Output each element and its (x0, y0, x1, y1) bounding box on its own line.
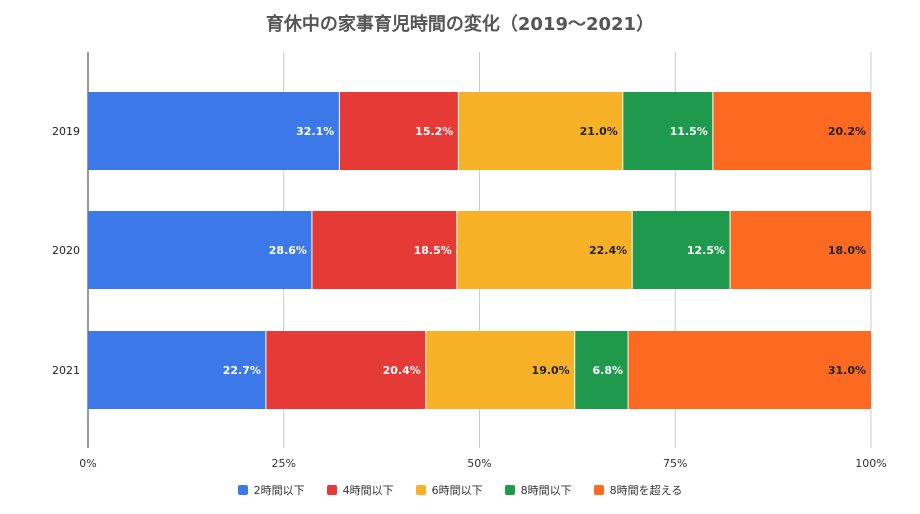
bar-segment (458, 92, 623, 170)
bar-segment (311, 211, 457, 289)
chart-title: 育休中の家事育児時間の変化（2019〜2021） (265, 14, 655, 35)
legend-label: 8時間以下 (520, 484, 572, 497)
bar-segment (628, 331, 871, 409)
legend-item: 6時間以下 (415, 482, 483, 498)
bar-segment (88, 92, 340, 170)
legend-swatch (504, 485, 515, 495)
bar-segment (88, 211, 312, 289)
data-label: 18.0% (828, 244, 866, 257)
data-label: 22.4% (589, 244, 627, 257)
bar-segment (730, 211, 871, 289)
axis-labels: 0% 25% 50% 75% 100% 2019 2020 2021 (52, 125, 887, 470)
bar-segment (712, 92, 871, 170)
data-label: 22.7% (223, 364, 261, 377)
legend-swatch (415, 485, 426, 495)
x-tick-label: 0% (79, 457, 96, 470)
legend-item: 8時間以下 (504, 482, 572, 498)
bar-segment (574, 331, 629, 409)
data-label: 18.5% (414, 244, 452, 257)
data-label: 28.6% (269, 244, 307, 257)
bar-segment (622, 92, 713, 170)
y-category-label: 2020 (52, 244, 80, 257)
legend-item: 4時間以下 (326, 482, 394, 498)
data-label: 32.1% (296, 125, 334, 138)
bar-segment (632, 211, 731, 289)
y-category-label: 2019 (52, 125, 80, 138)
legend-item: 2時間以下 (237, 482, 305, 498)
x-tick-label: 25% (272, 457, 296, 470)
legend-swatch (326, 485, 337, 495)
bar-segment (456, 211, 633, 289)
data-label: 6.8% (593, 364, 624, 377)
legend-swatch (593, 485, 604, 495)
data-label: 11.5% (670, 125, 708, 138)
legend-item: 8時間を超える (593, 482, 683, 498)
data-label: 31.0% (828, 364, 866, 377)
data-label: 15.2% (415, 125, 453, 138)
data-label: 20.4% (383, 364, 421, 377)
x-tick-label: 50% (467, 457, 491, 470)
bar-segment (265, 331, 426, 409)
data-label: 20.2% (828, 125, 866, 138)
legend-label: 4時間以下 (342, 484, 394, 497)
bar-series (88, 92, 871, 409)
data-labels: 32.1% 15.2% 21.0% 11.5% 20.2% 28.6% 18.5% 22.4%… (223, 125, 866, 377)
bar-segment (339, 92, 459, 170)
x-tick-label: 75% (663, 457, 687, 470)
data-label: 21.0% (580, 125, 618, 138)
legend-swatch (237, 485, 248, 495)
data-label: 12.5% (687, 244, 725, 257)
legend-label: 8時間を超える (609, 484, 683, 497)
bar-segment (425, 331, 575, 409)
x-tick-label: 100% (855, 457, 886, 470)
legend: 2時間以下 4時間以下 6時間以下 8時間以下 8時間を超える (0, 482, 920, 498)
y-category-label: 2021 (52, 364, 80, 377)
bar-segment (88, 331, 266, 409)
data-label: 19.0% (532, 364, 570, 377)
legend-label: 6時間以下 (431, 484, 483, 497)
chart-plot: 32.1% 15.2% 21.0% 11.5% 20.2% 28.6% 18.5% 22.4%… (52, 52, 887, 470)
legend-label: 2時間以下 (253, 484, 305, 497)
